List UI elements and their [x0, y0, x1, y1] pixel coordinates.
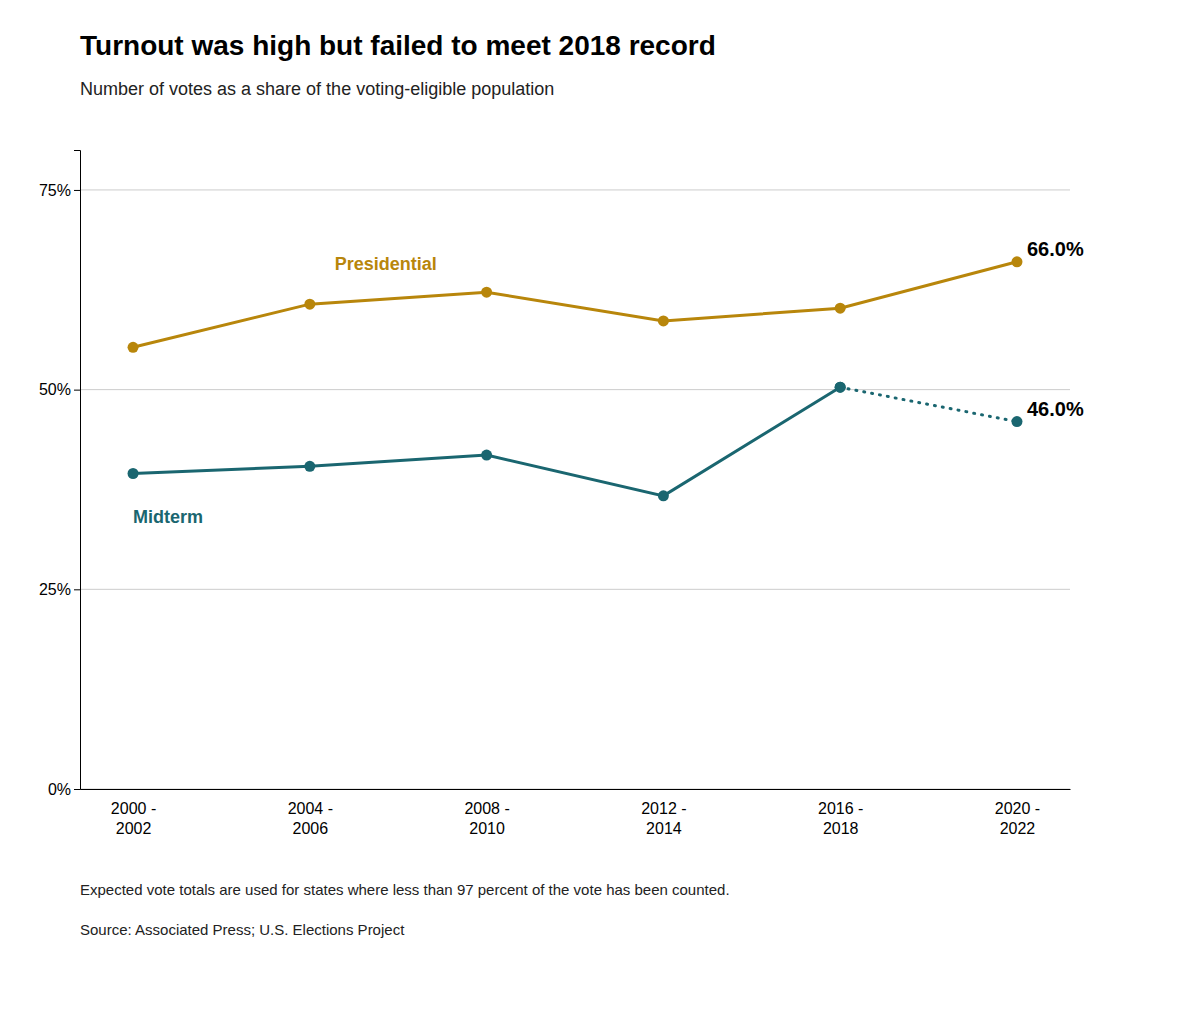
y-tick-label: 0%	[48, 781, 71, 798]
point	[835, 382, 846, 393]
series-label: Presidential	[335, 254, 437, 274]
series-points	[835, 382, 1023, 427]
series-line	[133, 262, 1017, 347]
x-tick: 2012 - 2014	[641, 800, 686, 836]
point	[304, 299, 315, 310]
point	[128, 468, 139, 479]
y-tick-label: 75%	[39, 182, 71, 199]
y-tick-mark	[74, 789, 80, 790]
x-tick: 2004 - 2006	[288, 800, 333, 836]
x-tick-label-line: 2014	[646, 820, 682, 837]
y-tick-label: 25%	[39, 581, 71, 598]
y-tick: 50%	[39, 381, 80, 398]
x-axis-line	[81, 789, 1071, 790]
x-tick: 2016 - 2018	[818, 800, 863, 836]
chart-svg: Turnout was high but failed to meet 2018…	[0, 0, 1180, 1019]
y-axis-line	[74, 151, 81, 790]
point	[835, 303, 846, 314]
y-axis: 0% 25% 50% 75%	[39, 151, 81, 798]
x-tick-label: 2012 - 2014	[641, 800, 686, 836]
series-points	[128, 256, 1023, 352]
series-line	[840, 387, 1017, 421]
subtitle: Number of votes as a share of the voting…	[80, 79, 554, 99]
series-group	[128, 256, 1023, 501]
x-tick-label-line: 2018	[823, 820, 859, 837]
plot-area: 0% 25% 50% 75% 2000 - 2002 2004 - 2006 2008 - 201…	[39, 151, 1084, 837]
grid-line	[80, 389, 1070, 390]
x-tick: 2008 - 2010	[464, 800, 509, 836]
x-tick-label: 2016 - 2018	[818, 800, 863, 836]
x-tick: 2020 - 2022	[995, 800, 1040, 836]
x-tick-label: 2008 - 2010	[464, 800, 509, 836]
grid-line	[80, 189, 1070, 190]
grid	[80, 190, 1070, 789]
x-tick-label-line: 2004 -	[288, 800, 333, 817]
value-label: 46.0%	[1027, 398, 1084, 420]
point	[128, 342, 139, 353]
y-tick: 0%	[48, 781, 80, 798]
grid-line	[80, 589, 1070, 590]
y-tick: 75%	[39, 182, 80, 199]
point	[658, 490, 669, 501]
point	[1011, 256, 1022, 267]
x-tick-label-line: 2000 -	[111, 800, 156, 817]
point	[304, 461, 315, 472]
series-label: Midterm	[133, 507, 203, 527]
y-tick-label: 50%	[39, 381, 71, 398]
grid-line	[80, 789, 1070, 790]
labels: 66.0% 46.0% Presidential Midterm	[133, 238, 1084, 528]
y-tick-mark	[74, 589, 80, 590]
series-points	[128, 382, 846, 502]
x-tick: 2000 - 2002	[111, 800, 156, 836]
source: Source: Associated Press; U.S. Elections…	[80, 921, 405, 938]
x-tick-label: 2000 - 2002	[111, 800, 156, 836]
chart-container: Turnout was high but failed to meet 2018…	[0, 0, 1180, 1019]
value-label: 66.0%	[1027, 238, 1084, 260]
x-tick-label-line: 2008 -	[464, 800, 509, 817]
x-tick-label-line: 2020 -	[995, 800, 1040, 817]
point	[835, 382, 846, 393]
x-tick-label-line: 2022	[1000, 820, 1036, 837]
footnote: Expected vote totals are used for states…	[80, 881, 730, 898]
y-tick: 25%	[39, 581, 80, 598]
point	[1011, 416, 1022, 427]
x-axis: 2000 - 2002 2004 - 2006 2008 - 2010 2012 - 2014…	[81, 790, 1071, 837]
x-tick-label-line: 2006	[293, 820, 329, 837]
y-tick-mark	[74, 190, 80, 191]
x-tick-label-line: 2010	[469, 820, 505, 837]
point	[481, 287, 492, 298]
x-tick-label-line: 2012 -	[641, 800, 686, 817]
point	[481, 450, 492, 461]
title: Turnout was high but failed to meet 2018…	[80, 30, 716, 61]
x-tick-label-line: 2016 -	[818, 800, 863, 817]
series-line	[133, 387, 840, 496]
x-tick-label-line: 2002	[116, 820, 152, 837]
y-tick-mark	[74, 390, 80, 391]
x-tick-label: 2004 - 2006	[288, 800, 333, 836]
point	[658, 315, 669, 326]
x-tick-label: 2020 - 2022	[995, 800, 1040, 836]
